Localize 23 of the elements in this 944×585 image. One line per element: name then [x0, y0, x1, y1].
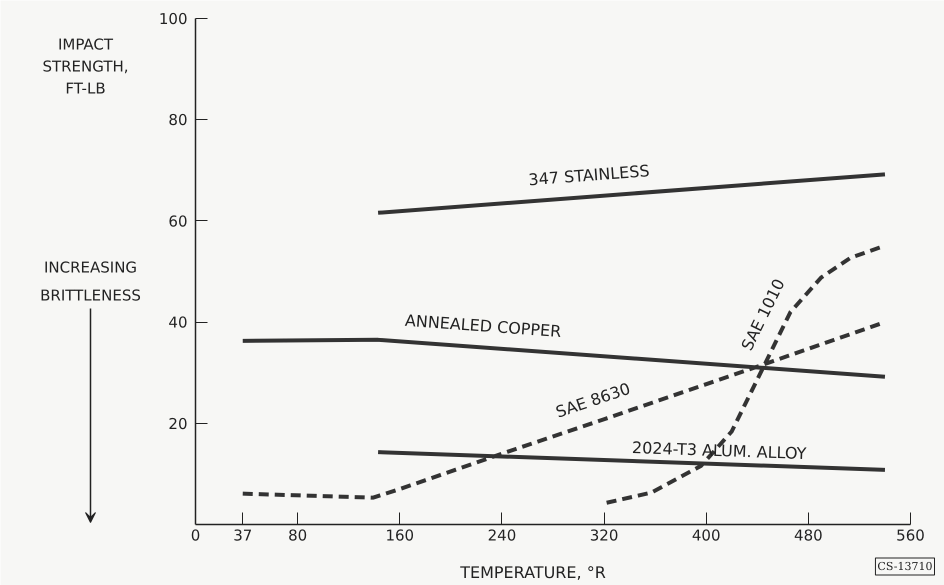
series-label: 2024-T3 ALUM. ALLOY — [632, 438, 807, 464]
x-tick-label: 560 — [896, 526, 925, 544]
y-tick-label: 80 — [168, 111, 188, 130]
series-label: ANNEALED COPPER — [404, 310, 562, 342]
text: SAE 8630 — [553, 378, 633, 422]
x-tick-label: 0 — [190, 526, 200, 544]
series-label: 347 STAINLESS — [528, 161, 650, 190]
y-tick-label: 40 — [168, 314, 188, 332]
x-tick-label: 480 — [794, 526, 823, 544]
x-tick-label: 400 — [692, 526, 721, 544]
text: SAE 1010 — [737, 276, 789, 354]
y-tick-label: 100 — [158, 10, 188, 28]
x-tick-label: 160 — [385, 526, 414, 544]
x-tick-label: 320 — [590, 526, 618, 544]
x-tick-label: 37 — [233, 526, 252, 544]
x-tick-label: 240 — [488, 526, 516, 544]
x-axis-title: TEMPERATURE, °R — [459, 563, 606, 582]
x-tick-label: 80 — [288, 526, 308, 544]
text: CS-13710 — [877, 560, 933, 573]
y-tick-label: 60 — [168, 212, 188, 230]
text: INCREASING BRITTLENESS — [40, 258, 141, 304]
y-axis-title: IMPACT STRENGTH, FT-LB — [42, 36, 129, 98]
y-tick-label: 20 — [168, 414, 188, 433]
